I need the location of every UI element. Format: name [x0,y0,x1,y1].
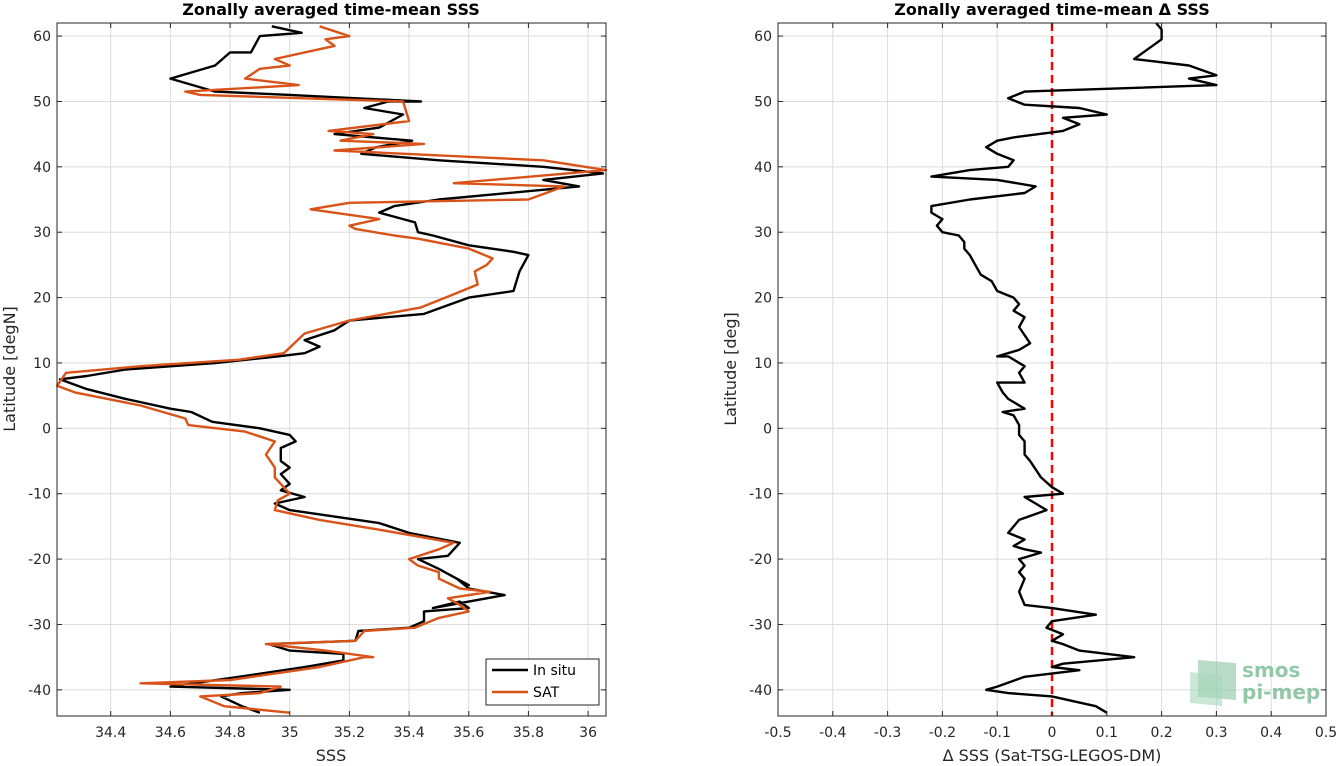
left-x-axis-label: SSS [316,746,346,765]
legend: In situ SAT [485,658,600,706]
left-y-tick-label: -40 [28,683,51,699]
left-series-line-in-situ [58,25,605,714]
left-y-tick-label: -30 [28,617,51,633]
left-y-tick-label: 20 [33,291,51,307]
left-y-tick-label: 10 [33,356,51,372]
right-y-tick-label: -30 [749,617,772,633]
left-y-tick-label: 30 [33,225,51,241]
right-chart-ticks: -0.5 -0.4 -0.3 -0.2 -0.1 0 0.1 0.2 0.3 0.4 0.5 60 50… [749,23,1337,741]
right-y-tick-label: -10 [749,487,772,503]
right-x-tick-label: 0.3 [1205,725,1227,741]
left-y-tick-label: -20 [28,552,51,568]
right-y-tick-label: 30 [754,225,772,241]
right-y-tick-label: 0 [763,421,772,437]
left-x-tick-label: 35.4 [393,725,424,741]
right-y-tick-label: 60 [754,29,772,45]
right-x-tick-label: -0.1 [984,725,1011,741]
left-y-axis-label: Latitude [degN] [0,306,19,432]
left-plot-frame [56,22,607,717]
right-x-tick-label: -0.4 [819,725,846,741]
right-x-tick-label: -0.5 [764,725,791,741]
right-x-tick-label: -0.2 [929,725,956,741]
right-x-tick-label: 0.1 [1096,725,1118,741]
right-y-tick-label: -40 [749,683,772,699]
left-y-tick-label: -10 [28,487,51,503]
right-x-tick-label: 0.4 [1260,725,1282,741]
left-x-tick-label: 36 [579,725,597,741]
left-x-tick-label: 35.8 [513,725,544,741]
left-x-tick-label: 34.6 [155,725,186,741]
legend-label-in-situ: In situ [533,663,576,679]
left-chart: 34.4 34.6 34.8 35 35.2 35.4 35.6 35.8 36 60 50 40 30… [0,0,608,765]
left-y-tick-label: 40 [33,160,51,176]
right-chart: -0.5 -0.4 -0.3 -0.2 -0.1 0 0.1 0.2 0.3 0.4 0.5 60 50… [721,0,1337,765]
logo-text-smos: smos [1242,658,1300,682]
left-x-tick-label: 34.4 [95,725,126,741]
left-x-tick-label: 35.6 [453,725,484,741]
right-y-tick-label: 10 [754,356,772,372]
right-y-tick-label: -20 [749,552,772,568]
smos-pi-mep-logo: smos pi-mep [1190,658,1320,706]
left-y-tick-label: 50 [33,94,51,110]
logo-text-pi-mep: pi-mep [1242,680,1320,704]
left-chart-ticks: 34.4 34.6 34.8 35 35.2 35.4 35.6 35.8 36 60 50 40 30… [28,23,606,741]
left-x-tick-label: 34.8 [214,725,245,741]
right-y-tick-label: 20 [754,291,772,307]
left-x-tick-label: 35 [281,725,299,741]
right-x-tick-label: 0 [1048,725,1057,741]
left-y-tick-label: 0 [42,421,51,437]
left-chart-title: Zonally averaged time-mean SSS [182,0,480,19]
left-series-line-sat [55,25,608,714]
logo-shape-front [1190,672,1222,706]
left-chart-series [55,25,608,714]
right-chart-title: Zonally averaged time-mean Δ SSS [894,0,1210,19]
right-x-axis-label: Δ SSS (Sat-TSG-LEGOS-DM) [943,746,1162,765]
right-x-tick-label: 0.2 [1150,725,1172,741]
right-x-tick-label: -0.3 [874,725,901,741]
legend-label-sat: SAT [533,685,560,701]
left-y-tick-label: 60 [33,29,51,45]
legend-box [485,658,600,706]
left-chart-grid [57,23,606,716]
right-series-line-delta-sss [930,22,1218,714]
left-x-tick-label: 35.2 [334,725,365,741]
right-y-tick-label: 50 [754,94,772,110]
right-y-axis-label: Latitude [deg] [721,312,740,426]
right-y-tick-label: 40 [754,160,772,176]
right-x-tick-label: 0.5 [1315,725,1337,741]
right-chart-series [930,22,1218,714]
